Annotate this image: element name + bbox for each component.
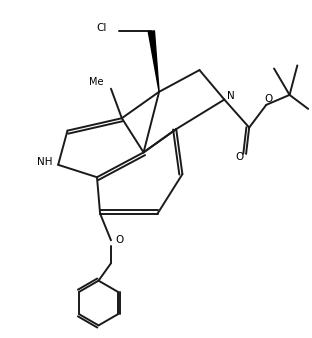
Text: O: O [115, 235, 124, 245]
Text: NH: NH [37, 157, 53, 167]
Polygon shape [148, 31, 159, 92]
Text: N: N [227, 92, 235, 101]
Text: O: O [235, 152, 243, 162]
Text: Cl: Cl [96, 23, 106, 33]
Text: Me: Me [89, 77, 103, 87]
Text: O: O [265, 94, 273, 104]
